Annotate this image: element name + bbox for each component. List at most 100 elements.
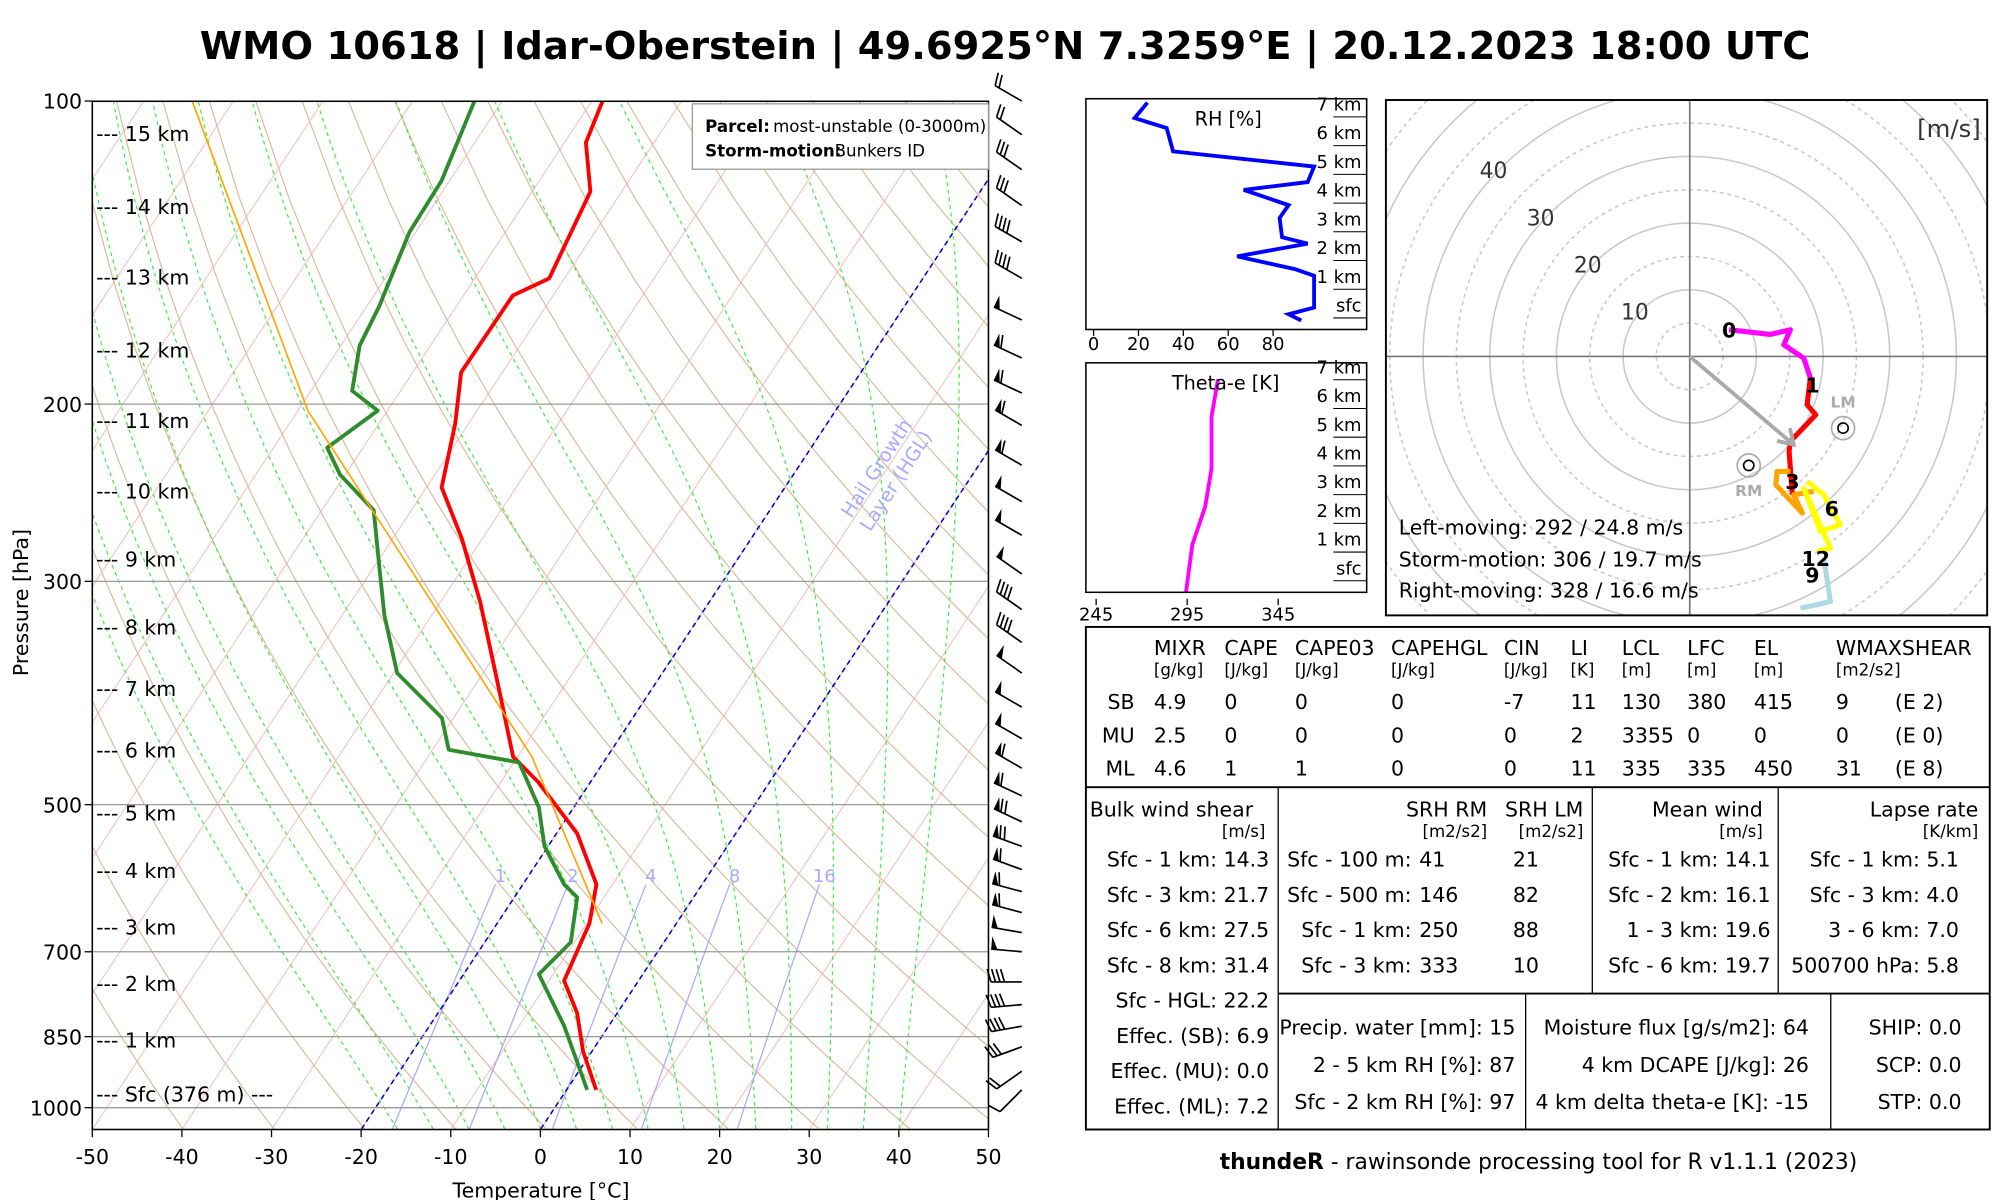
- wind-barb: [994, 72, 1023, 102]
- column-unit: [m]: [1687, 661, 1716, 680]
- height-labels: --- 15 km --- 14 km --- 13 km --- 12 km --- …: [96, 122, 273, 1106]
- height-label: 3 km: [1317, 472, 1362, 493]
- rm-marker: [1736, 453, 1762, 478]
- height-mark: 12: [1801, 547, 1830, 571]
- hodograph-panel: 10 20 30 40 LM RM 0 1 3 6 129 [m/s] Left-moving: 2…: [1384, 99, 1989, 617]
- dry-adiabat: [116, 101, 729, 1130]
- barb-line: [994, 213, 1000, 227]
- mean-wind-unit: [m/s]: [1719, 822, 1763, 841]
- temperature-axis: -50 -40 -30 -20 -10 0 10 20 30 40 50: [76, 1129, 1002, 1169]
- column-header: CAPE03: [1295, 636, 1375, 660]
- dry-adiabat: [626, 101, 989, 576]
- mixing-ratio-line: [468, 884, 569, 1130]
- parameter-tables: MIXR[g/kg]CAPE[J/kg]CAPE03[J/kg]CAPEHGL[…: [1084, 625, 1991, 1131]
- barb-line: [1003, 584, 1009, 598]
- dry-adiabat: [533, 101, 989, 705]
- hodograph-segment: [1786, 377, 1819, 495]
- barb-line: [990, 968, 997, 983]
- dewpoint-line: [325, 101, 589, 1091]
- barb-line: [989, 1077, 1001, 1087]
- column-header: WMAXSHEAR: [1836, 636, 1972, 660]
- barb-shaft: [992, 858, 1023, 871]
- left-moving-text: Left-moving: 292 / 24.8 m/s: [1399, 516, 1684, 540]
- wind-barb: [993, 295, 1023, 321]
- composite-index-row: SHIP: 0.0: [1869, 1016, 1962, 1040]
- wind-barb: [995, 104, 1023, 136]
- barb-flag: [995, 398, 1002, 414]
- cell-value: (E 8): [1895, 757, 1944, 781]
- isotherm: [809, 856, 989, 1130]
- hodograph-segment: [1728, 327, 1813, 379]
- rm-marker-inner: [1742, 459, 1755, 472]
- temperature-tick-label: 10: [617, 1145, 643, 1169]
- composite-index-row: STP: 0.0: [1878, 1090, 1962, 1114]
- barb-flag: [993, 797, 1000, 812]
- mixing-ratio-line: [736, 884, 820, 1130]
- dry-adiabat: [92, 987, 184, 1130]
- srh-lm-value: 82: [1513, 883, 1539, 907]
- barb-line: [999, 968, 1006, 983]
- mixing-ratio-label: 4: [645, 866, 656, 887]
- barb-shaft: [991, 948, 1022, 953]
- isotherm: [92, 101, 772, 1130]
- barb-line: [995, 174, 1002, 189]
- moist-adiabat: [898, 101, 960, 1130]
- rh-panel: RH [%] 0 20 40 60 80 7 km 6 km 5 km 4 km 3 km 2 km…: [1085, 95, 1368, 355]
- barb-shaft: [994, 409, 1023, 427]
- barb-flag: [995, 712, 1002, 727]
- cell-value: 0: [1295, 723, 1308, 747]
- barb-flag: [991, 936, 998, 950]
- height-label: --- 5 km: [96, 802, 176, 826]
- dry-adiabat: [92, 383, 547, 1130]
- srh-lm-value: 10: [1513, 953, 1539, 977]
- row-label: MU: [1102, 723, 1135, 747]
- barb-line: [1005, 256, 1011, 270]
- misc-row: Moisture flux [g/s/m2]: 64: [1544, 1016, 1809, 1040]
- cell-value: 4.6: [1154, 757, 1187, 781]
- barb-line: [992, 1043, 1002, 1055]
- moist-adiabat: [316, 101, 721, 1130]
- barb-shaft: [996, 555, 1023, 575]
- srh-row-label: Sfc - 100 m:: [1287, 848, 1411, 872]
- x-tick-label: 40: [1172, 334, 1195, 355]
- barb-flag: [995, 438, 1002, 454]
- barb-line: [986, 968, 992, 983]
- ring-label: 40: [1480, 159, 1508, 184]
- barb-flag: [992, 823, 999, 838]
- mixing-ratio-label: 8: [729, 866, 740, 887]
- cell-value: 0: [1224, 690, 1237, 714]
- wind-barb: [992, 823, 1023, 848]
- temperature-tick-label: -10: [434, 1145, 467, 1169]
- mixing-ratio-label: 2: [567, 866, 578, 887]
- wind-barb: [993, 797, 1023, 823]
- cell-value: 0: [1836, 723, 1849, 747]
- lapse-rate-unit: [K/km]: [1923, 822, 1978, 841]
- barb-shaft: [994, 262, 1023, 280]
- column-unit: [J/kg]: [1224, 661, 1268, 680]
- temperature-tick-label: -20: [344, 1145, 377, 1169]
- wind-barb: [991, 871, 1023, 893]
- moist-adiabat: [197, 101, 649, 1130]
- srh-row-label: Sfc - 500 m:: [1287, 883, 1411, 907]
- barb-line: [995, 611, 1002, 626]
- profile-line: [1184, 379, 1220, 593]
- height-label: --- 1 km: [96, 1028, 176, 1052]
- barb-line: [989, 1018, 997, 1032]
- barb-line: [1006, 586, 1013, 600]
- x-tick-label: 345: [1261, 605, 1295, 626]
- footer-app-name: thundeR: [1220, 1150, 1324, 1175]
- barb-line: [1003, 144, 1009, 158]
- wind-barb: [985, 993, 1022, 1009]
- wind-barb: [985, 1070, 1023, 1090]
- barb-shaft: [996, 591, 1023, 611]
- thermo-parameters-table: MIXR[g/kg]CAPE[J/kg]CAPE03[J/kg]CAPEHGL[…: [1102, 636, 1972, 781]
- srh-rm-value: 250: [1419, 918, 1458, 942]
- barb-flag: [995, 475, 1002, 490]
- dry-adiabat: [579, 101, 989, 640]
- barb-flag: [995, 680, 1002, 695]
- mixing-ratio-label: 1: [495, 866, 506, 887]
- isotherm: [181, 101, 862, 1130]
- bulk-shear-row: Effec. (ML): 7.2: [1114, 1094, 1269, 1118]
- srh-rm-value: 146: [1419, 883, 1458, 907]
